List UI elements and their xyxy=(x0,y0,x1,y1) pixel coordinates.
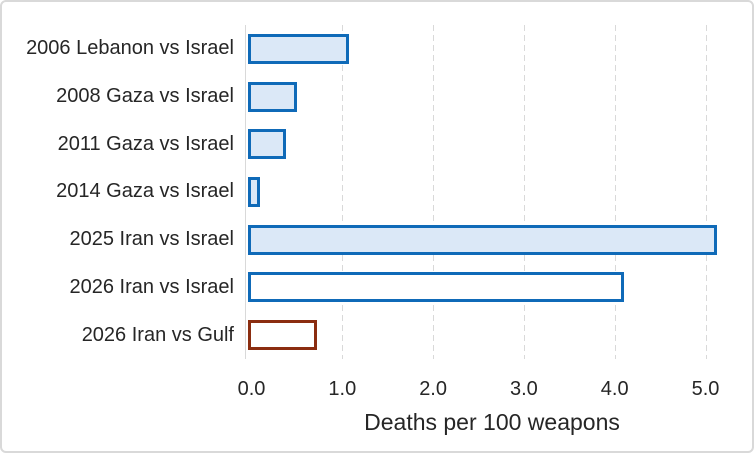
gridline-4 xyxy=(614,25,616,359)
category-label: 2026 Iran vs Gulf xyxy=(81,323,234,346)
bar xyxy=(248,320,317,351)
x-tick-label: 3.0 xyxy=(509,378,538,400)
value-axis-zero-line xyxy=(245,25,246,359)
x-tick-label: 0.0 xyxy=(237,378,266,400)
category-label: 2025 Iran vs Israel xyxy=(69,228,234,251)
bar xyxy=(248,272,624,303)
x-axis-title: Deaths per 100 weapons xyxy=(364,409,620,435)
category-label: 2008 Gaza vs Israel xyxy=(56,85,234,108)
x-tick-label: 5.0 xyxy=(691,378,720,400)
bar xyxy=(248,129,286,160)
bar xyxy=(248,224,718,255)
x-tick-label: 1.0 xyxy=(328,378,357,400)
category-label: 2011 Gaza vs Israel xyxy=(57,132,234,155)
gridline-5 xyxy=(705,25,707,359)
bar xyxy=(248,81,297,112)
bar xyxy=(248,33,349,64)
gridline-1 xyxy=(342,25,344,359)
x-tick-label: 4.0 xyxy=(600,378,629,400)
x-tick-label: 2.0 xyxy=(419,378,447,400)
category-label: 2006 Lebanon vs Israel xyxy=(26,37,234,60)
gridline-2 xyxy=(433,25,435,359)
bar xyxy=(248,177,260,207)
category-label: 2026 Iran vs Israel xyxy=(69,275,234,298)
gridline-3 xyxy=(523,25,525,359)
category-axis-labels: 2006 Lebanon vs Israel 2008 Gaza vs Israe… xyxy=(2,25,234,359)
category-label: 2014 Gaza vs Israel xyxy=(56,180,234,203)
